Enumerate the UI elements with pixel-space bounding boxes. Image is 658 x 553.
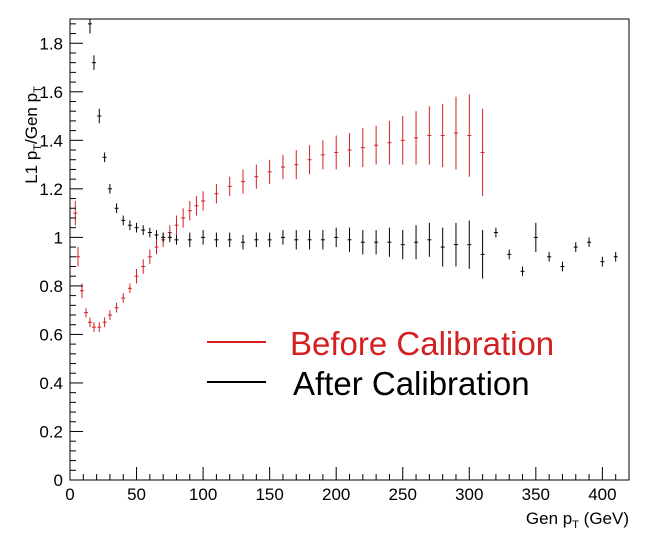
x-tick-label: 250: [389, 485, 417, 504]
x-axis-title: Gen pT (GeV): [526, 509, 629, 531]
x-tick-label: 100: [189, 485, 217, 504]
data-layer: [73, 19, 618, 332]
y-tick-label: 0.4: [39, 374, 63, 393]
x-tick-label: 300: [455, 485, 483, 504]
series-1: [87, 19, 618, 279]
y-tick-label: 0.6: [39, 325, 63, 344]
x-tick-label: 350: [522, 485, 550, 504]
y-tick-label: 1.4: [39, 131, 63, 150]
x-tick-label: 200: [322, 485, 350, 504]
x-tick-label: 400: [588, 485, 616, 504]
y-axis-title: L1 pT/Gen pT: [22, 86, 44, 184]
x-tick-label: 0: [65, 485, 74, 504]
y-tick-label: 0.2: [39, 422, 63, 441]
y-tick-label: 1: [54, 228, 63, 247]
legend: Before Calibration After Calibration: [207, 325, 554, 402]
y-tick-label: 1.2: [39, 180, 63, 199]
series-0: [73, 94, 485, 332]
y-tick-label: 0: [54, 471, 63, 490]
axes-layer: 0 50 100 150 200 250 300 350 400 0 0.2 0.4 0.6 0.8 1 1.…: [39, 23, 630, 504]
y-tick-label: 0.8: [39, 277, 63, 296]
y-tick-label: 1.8: [39, 34, 63, 53]
x-tick-label: 50: [127, 485, 146, 504]
y-tick-label: 1.6: [39, 83, 63, 102]
legend-label-before: Before Calibration: [290, 325, 554, 362]
legend-label-after: After Calibration: [293, 365, 530, 402]
x-tick-label: 150: [255, 485, 283, 504]
